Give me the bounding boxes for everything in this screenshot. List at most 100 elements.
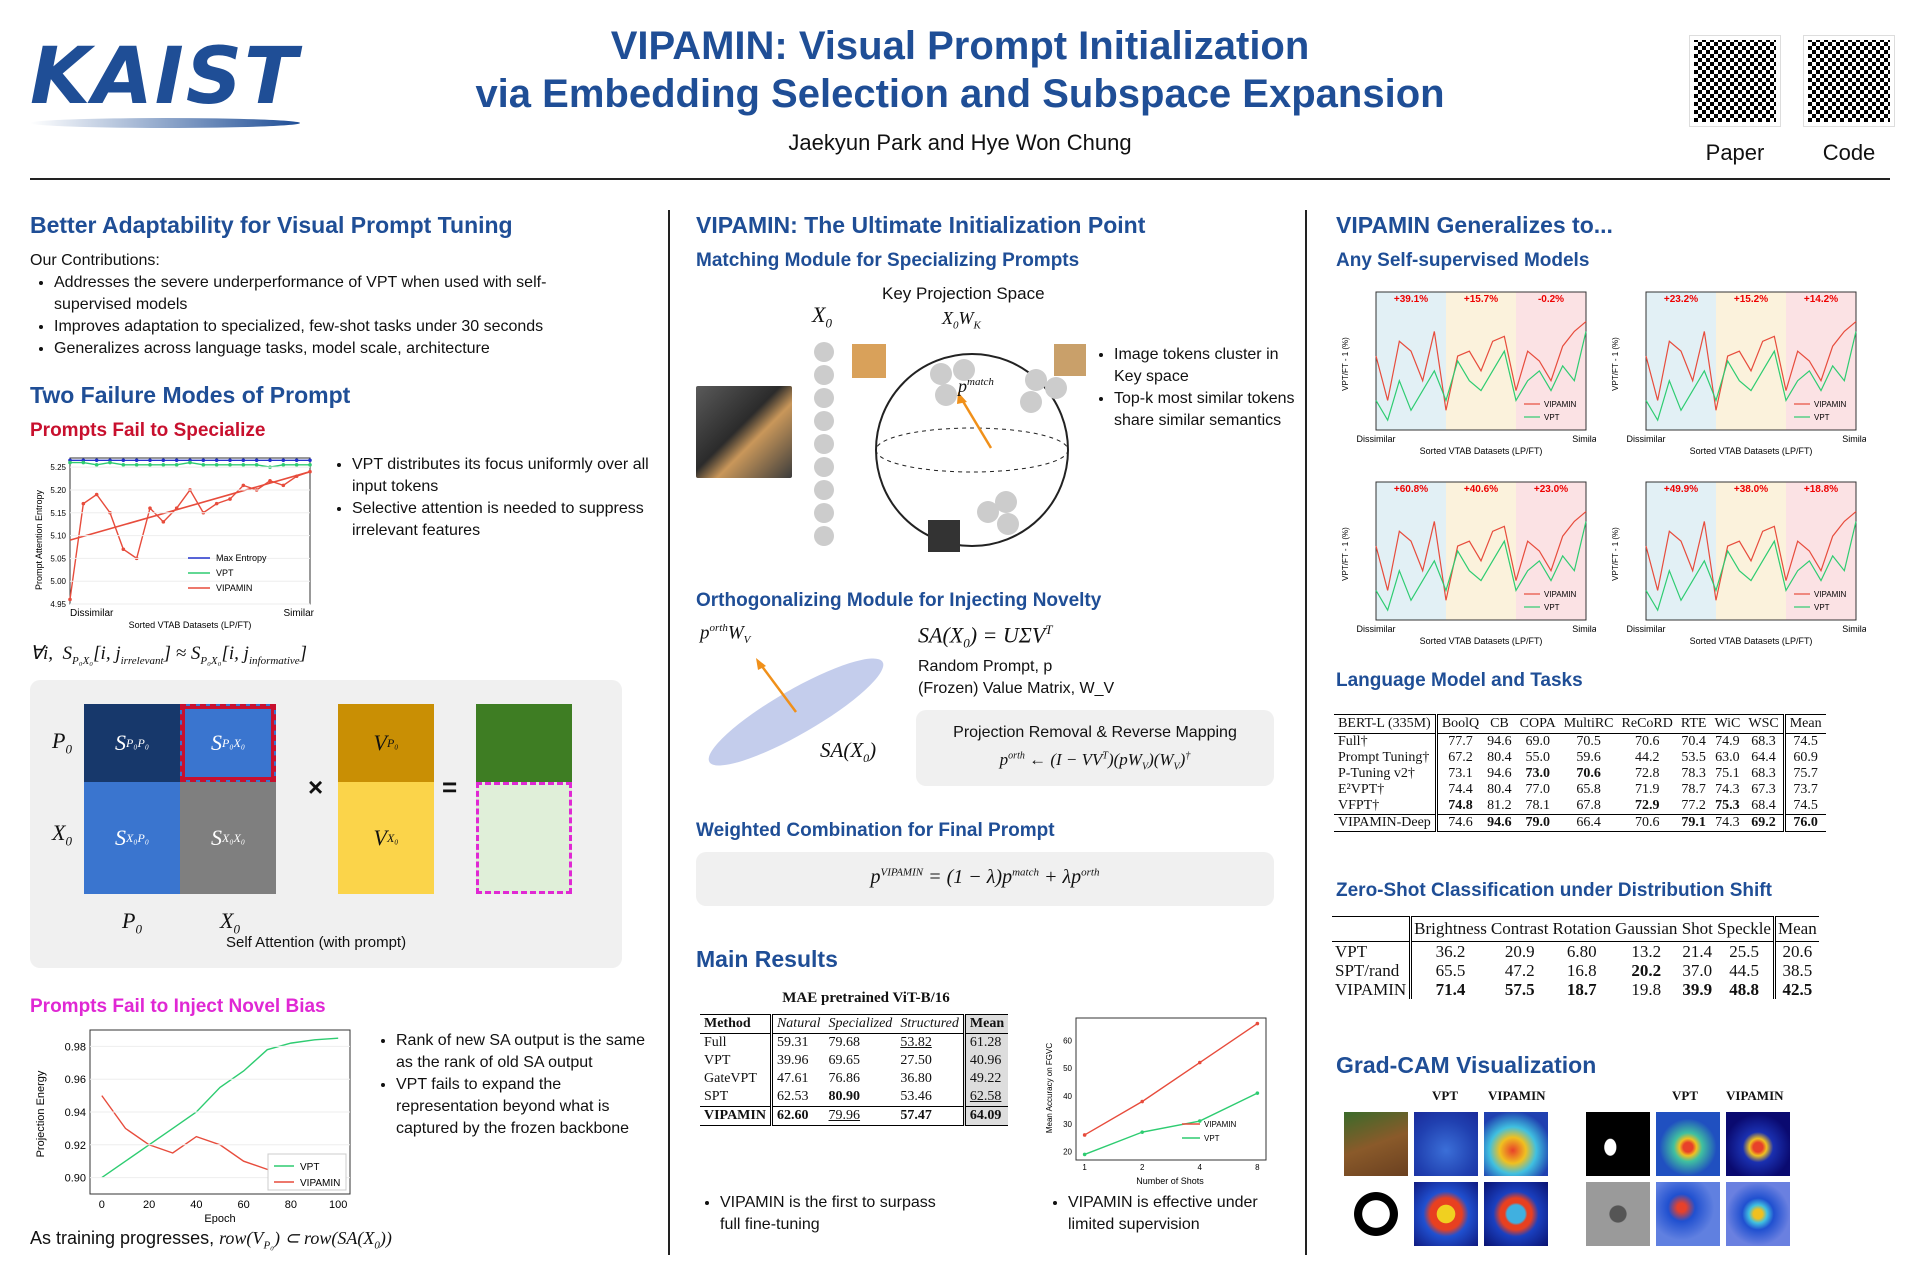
paper-qr[interactable] xyxy=(1689,35,1781,127)
main-col-header: Mean xyxy=(964,1014,1009,1034)
code-qr-label: Code xyxy=(1822,140,1876,165)
vpt-line xyxy=(1375,331,1587,422)
series-line-vipamin xyxy=(1084,1022,1258,1136)
orthogonalizing-title: Orthogonalizing Module for Injecting Nov… xyxy=(696,590,1102,611)
lang-col-header: WSC xyxy=(1744,714,1786,734)
ssl-mini-plots: +39.1% +15.7% -0.2% VPT/FT - 1 (%) Dissimila… xyxy=(1336,284,1896,654)
zs-col-header: Contrast xyxy=(1490,919,1549,938)
main-table-caption: MAE pretrained ViT-B/16 xyxy=(782,990,950,1006)
projection-removal-formula: porth ← (I − VVT)(pWV)(WV)† xyxy=(999,750,1191,773)
table-cell: 67.3 xyxy=(1744,782,1786,798)
irrelevant-formula: ∀i, SP₀X₀[i, jirrelevant] ≈ SP₀X₀[i, jin… xyxy=(30,643,308,667)
table-cell: 73.1 xyxy=(1448,766,1473,781)
data-point xyxy=(228,497,232,501)
similarity-band xyxy=(1376,482,1446,620)
x-tick-label: 20 xyxy=(143,1199,155,1211)
x-left-label: Dissimilar xyxy=(1627,624,1666,634)
fail2-bullet: Rank of new SA output is the same as the… xyxy=(396,1030,666,1074)
legend-label: VPT xyxy=(1204,1134,1220,1143)
x-tick-label: 1 xyxy=(1082,1163,1087,1172)
gradcam-label-vpt-2: VPT xyxy=(1672,1088,1698,1103)
table-cell: 94.6 xyxy=(1487,815,1512,830)
fail-inject-title: Prompts Fail to Inject Novel Bias xyxy=(30,996,326,1017)
y-axis-label: Prompt Attention Entropy xyxy=(34,489,44,590)
zero-shot-table: Brightness Contrast Rotation Gaussian Shot Sp… xyxy=(1332,916,1819,999)
code-qr[interactable] xyxy=(1803,35,1895,127)
y-tick-label: 5.15 xyxy=(50,509,66,518)
zs-col-header xyxy=(1332,916,1413,942)
results-bullet: VIPAMIN is the first to surpass full fin… xyxy=(720,1192,940,1236)
section-title-generalizes: VIPAMIN Generalizes to... xyxy=(1336,212,1613,238)
token-circle xyxy=(814,480,834,500)
data-point xyxy=(148,458,152,463)
y-tick-label: 4.95 xyxy=(50,600,66,609)
lang-col-header: CB xyxy=(1490,716,1509,731)
kaist-logo: KAIST xyxy=(30,38,310,128)
zs-col-header: Speckle xyxy=(1715,916,1776,942)
vipamin-line xyxy=(1375,321,1587,411)
value-matrix-label: (Frozen) Value Matrix, W_V xyxy=(918,680,1115,697)
data-point xyxy=(241,458,246,463)
y-tick-label: 5.10 xyxy=(50,532,66,541)
similarity-band xyxy=(1646,292,1716,430)
matrix-sxx: S X₀X₀ xyxy=(180,782,276,894)
ssl-mini-plot-svg: +23.2% +15.2% +14.2% VPT/FT - 1 (%) Dissimil… xyxy=(1611,291,1870,456)
table-cell: 74.6 xyxy=(1448,815,1473,830)
y-tick-label: 0.94 xyxy=(65,1107,86,1119)
dog-image xyxy=(696,386,792,478)
table-cell: 78.3 xyxy=(1681,766,1706,781)
x0wk-label: X0WK xyxy=(942,308,981,332)
contribution-item: Addresses the severe underperformance of… xyxy=(54,272,594,316)
data-point xyxy=(134,458,139,463)
table-cell: 39.9 xyxy=(1682,980,1713,999)
token-circle xyxy=(814,411,834,431)
fail1-bullets: VPT distributes its focus uniformly over… xyxy=(328,454,662,542)
table-cell: VPT xyxy=(1332,941,1413,961)
main-col-header: Specialized xyxy=(828,1016,893,1031)
paper-qr-code[interactable] xyxy=(1689,35,1781,127)
matrix-sxp: S X₀P₀ xyxy=(84,782,180,894)
legend-label: VPT xyxy=(300,1162,319,1173)
table-cell: 42.5 xyxy=(1782,980,1813,999)
row-label-x0: X0 xyxy=(52,820,72,849)
matching-bullets: Image tokens cluster in Key space Top-k … xyxy=(1090,344,1304,432)
table-cell: 60.9 xyxy=(1793,750,1818,765)
y-tick-label: 0.90 xyxy=(65,1173,86,1185)
lang-col-header: RTE xyxy=(1680,716,1707,731)
series-line-vpt xyxy=(1084,1092,1258,1156)
legend-label: VPT xyxy=(1544,413,1560,422)
paper-qr-label: Paper xyxy=(1705,140,1765,165)
table-cell: 78.7 xyxy=(1681,782,1706,797)
vpt-line xyxy=(1375,521,1587,612)
data-point xyxy=(228,463,232,467)
fail2-bullets: Rank of new SA output is the same as the… xyxy=(372,1030,666,1140)
legend-label: VIPAMIN xyxy=(1204,1120,1237,1129)
x-tick-label: 0 xyxy=(99,1199,105,1211)
legend-label: VIPAMIN xyxy=(1814,590,1847,599)
y-axis-label: Mean Accuracy on FGVC xyxy=(1045,1043,1054,1133)
table-cell: 63.0 xyxy=(1715,750,1740,765)
table-cell: 36.2 xyxy=(1435,942,1466,961)
data-point xyxy=(254,458,259,463)
code-qr-code[interactable] xyxy=(1803,35,1895,127)
y-axis-label: VPT/FT - 1 (%) xyxy=(1341,337,1350,391)
fail-specialize-title: Prompts Fail to Specialize xyxy=(30,420,266,441)
gradcam-blob-vipamin xyxy=(1726,1112,1790,1176)
results-bullet: VIPAMIN is effective under limited super… xyxy=(1068,1192,1304,1236)
data-point xyxy=(228,458,232,463)
table-cell: 20.2 xyxy=(1631,961,1662,980)
plot-frame xyxy=(1075,1017,1267,1161)
row-space-statement: As training progresses, row(VP₀) ⊂ row(S… xyxy=(30,1228,392,1252)
table-cell: P-Tuning v2† xyxy=(1334,766,1438,782)
data-point xyxy=(108,460,112,465)
table-cell: 71.4 xyxy=(1435,980,1466,999)
gain-label: +15.7% xyxy=(1464,294,1498,305)
x-left-label: Dissimilar xyxy=(1357,434,1396,444)
porth-wv-label: porthWV xyxy=(700,622,751,647)
gain-label: +39.1% xyxy=(1394,294,1428,305)
attention-diagram: P0 X0 S P₀P₀ S P₀X₀ S X₀P₀ S X₀X₀ × V P₀ V X₀ … xyxy=(30,680,622,968)
table-row: GateVPT 47.61 76.86 36.80 49.22 xyxy=(700,1070,1009,1088)
svd-formula: SA(X0) = UΣVT xyxy=(918,622,1053,651)
matching-diagram: X0 Key Projection Space X0WK pmatch xyxy=(696,280,1096,560)
data-point xyxy=(94,458,99,463)
